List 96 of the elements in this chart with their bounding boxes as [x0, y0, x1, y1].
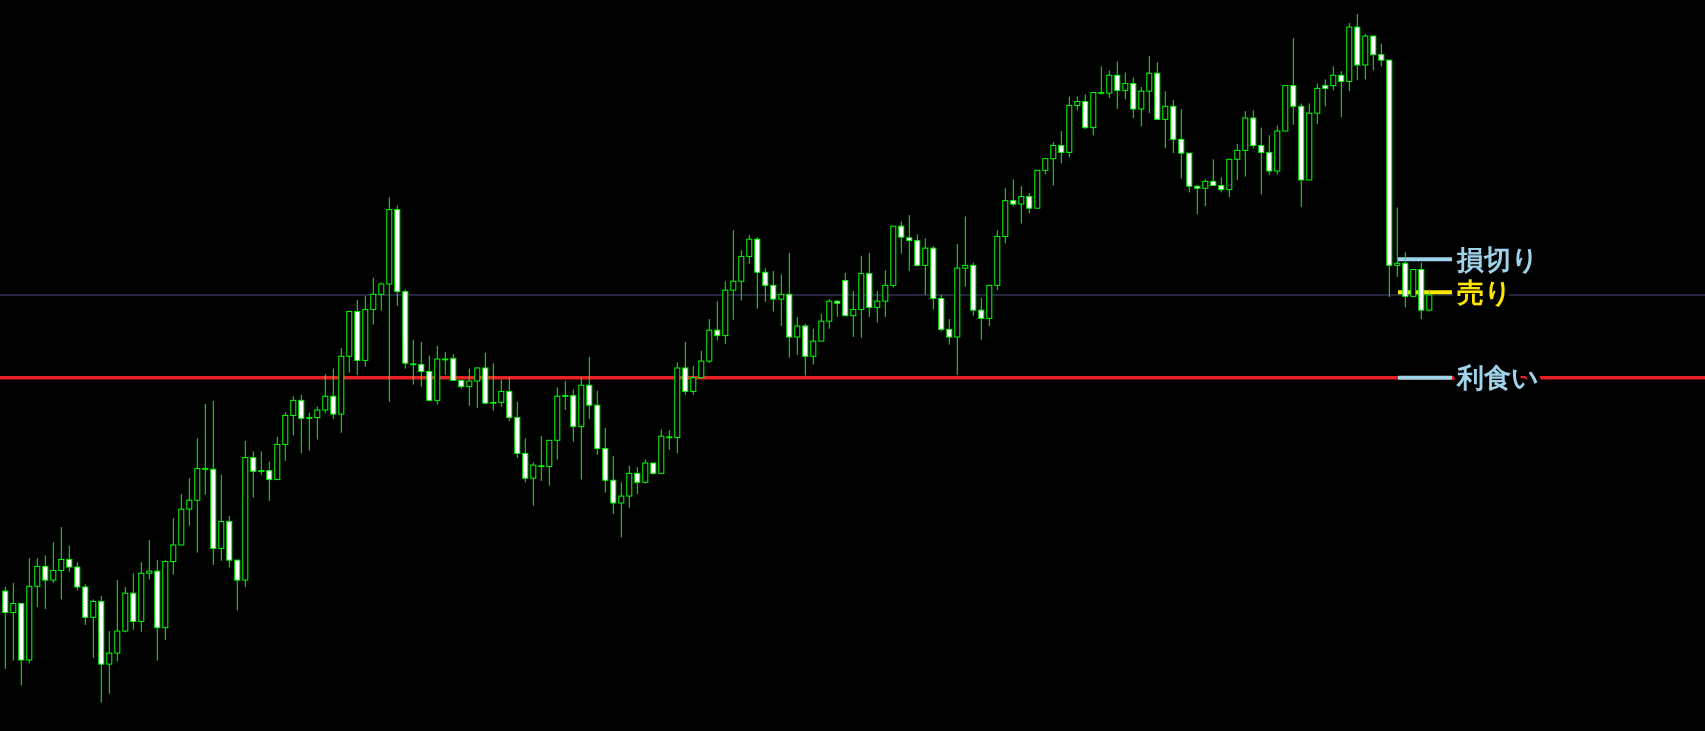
candlestick — [306, 412, 313, 452]
ref-line-label: 売り — [1457, 276, 1512, 308]
candlestick — [1210, 158, 1217, 186]
candlestick — [562, 380, 569, 411]
candlestick — [266, 461, 273, 502]
candlestick — [66, 545, 73, 573]
candlestick — [34, 557, 41, 608]
candlestick — [410, 339, 417, 386]
candlestick — [298, 394, 305, 454]
candlestick — [58, 526, 65, 600]
candlestick — [810, 328, 817, 366]
candlestick — [762, 267, 769, 303]
candlestick — [850, 290, 857, 338]
candlestick — [530, 461, 537, 507]
candlestick — [442, 351, 449, 376]
candlestick — [794, 316, 801, 356]
candlestick — [170, 517, 177, 576]
candlestick — [258, 450, 265, 476]
candlestick — [1330, 65, 1337, 91]
candlestick — [1322, 78, 1329, 107]
candlestick — [290, 395, 297, 436]
candlestick — [450, 353, 457, 382]
candlestick — [1202, 178, 1209, 207]
candlestick — [1370, 35, 1377, 71]
candlestick — [698, 350, 705, 379]
candlestick — [642, 459, 649, 485]
candlestick — [330, 368, 337, 420]
candlestick — [1338, 70, 1345, 118]
candlestick — [202, 403, 209, 496]
candlestick — [1010, 178, 1017, 207]
candlestick — [610, 455, 617, 515]
candlestick — [634, 466, 641, 495]
candlestick — [322, 373, 329, 414]
candlestick — [1114, 61, 1121, 110]
candlestick — [314, 406, 321, 441]
candlestick — [1378, 43, 1385, 67]
candlestick — [234, 559, 241, 611]
candlestick — [114, 579, 121, 662]
candlestick — [906, 214, 913, 272]
candlestick — [466, 368, 473, 407]
candlestick — [922, 238, 929, 296]
candlestick — [538, 435, 545, 482]
candlestick — [898, 220, 905, 255]
candlestick — [498, 379, 505, 408]
candlestick — [1178, 108, 1185, 180]
candlestick — [770, 270, 777, 313]
candlestick — [1018, 185, 1025, 224]
candlestick — [42, 554, 49, 610]
candlestick — [378, 282, 385, 312]
candlestick — [826, 298, 833, 330]
candlestick — [1266, 134, 1273, 176]
candlestick — [1098, 65, 1105, 96]
candlestick — [1290, 37, 1297, 126]
candlestick — [50, 541, 57, 584]
candlestick — [690, 365, 697, 396]
candlestick — [1394, 207, 1401, 278]
candlestick — [586, 356, 593, 420]
candlestick — [882, 269, 889, 318]
candlestick — [186, 477, 193, 527]
candlestick — [778, 273, 785, 327]
candlestick — [1026, 192, 1033, 214]
candlestick — [666, 429, 673, 451]
candlestick — [962, 215, 969, 288]
candlestick — [1122, 72, 1129, 100]
candlestick — [1106, 69, 1113, 99]
ref-line-label: 損切り — [1456, 243, 1539, 275]
candlestick — [626, 465, 633, 509]
candlestick — [1146, 55, 1153, 114]
candlestick — [1234, 143, 1241, 181]
candlestick — [682, 341, 689, 396]
candlestick — [10, 582, 17, 662]
candlestick — [618, 481, 625, 538]
candlestick — [714, 300, 721, 341]
candlestick — [370, 277, 377, 326]
candlestick — [418, 341, 425, 388]
candlestick — [146, 539, 153, 580]
candlestick — [818, 313, 825, 342]
candlestick — [74, 561, 81, 591]
candlestick — [490, 362, 497, 412]
candlestick — [1194, 184, 1201, 215]
candlestick — [1426, 288, 1433, 313]
candlestick — [1258, 127, 1265, 195]
candlestick — [730, 229, 737, 321]
candlestick — [746, 234, 753, 265]
candlestick — [474, 366, 481, 409]
candlestick — [1162, 90, 1169, 149]
candlestick — [1058, 130, 1065, 164]
candlestick — [1050, 141, 1057, 186]
candlestick — [2, 586, 9, 670]
candlestick — [946, 318, 953, 346]
candlestick — [106, 630, 113, 695]
candlestick — [90, 598, 97, 659]
candlestick — [874, 290, 881, 324]
candlestick — [250, 450, 257, 498]
candlestick — [978, 297, 985, 341]
candlestick — [1138, 86, 1145, 127]
